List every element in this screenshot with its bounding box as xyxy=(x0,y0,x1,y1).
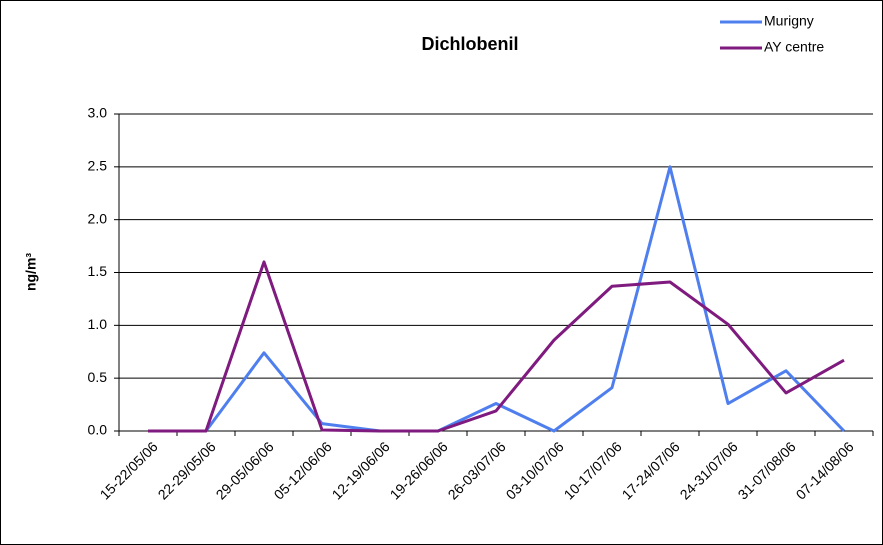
y-tick-label: 2.5 xyxy=(88,158,108,174)
legend-label: Murigny xyxy=(764,13,814,29)
y-tick-label: 0.0 xyxy=(88,422,108,438)
series-line xyxy=(148,165,846,433)
legend-label: AY centre xyxy=(764,39,824,55)
y-tick-label: 0.5 xyxy=(88,369,108,385)
y-tick-label: 1.5 xyxy=(88,263,108,279)
y-tick-label: 1.0 xyxy=(88,316,108,332)
y-tick-label: 2.0 xyxy=(88,210,108,226)
y-tick-label: 3.0 xyxy=(88,105,108,121)
y-axis-label: ng/m³ xyxy=(23,253,39,291)
series-line xyxy=(148,260,845,433)
chart-title: Dichlobenil xyxy=(421,34,518,54)
